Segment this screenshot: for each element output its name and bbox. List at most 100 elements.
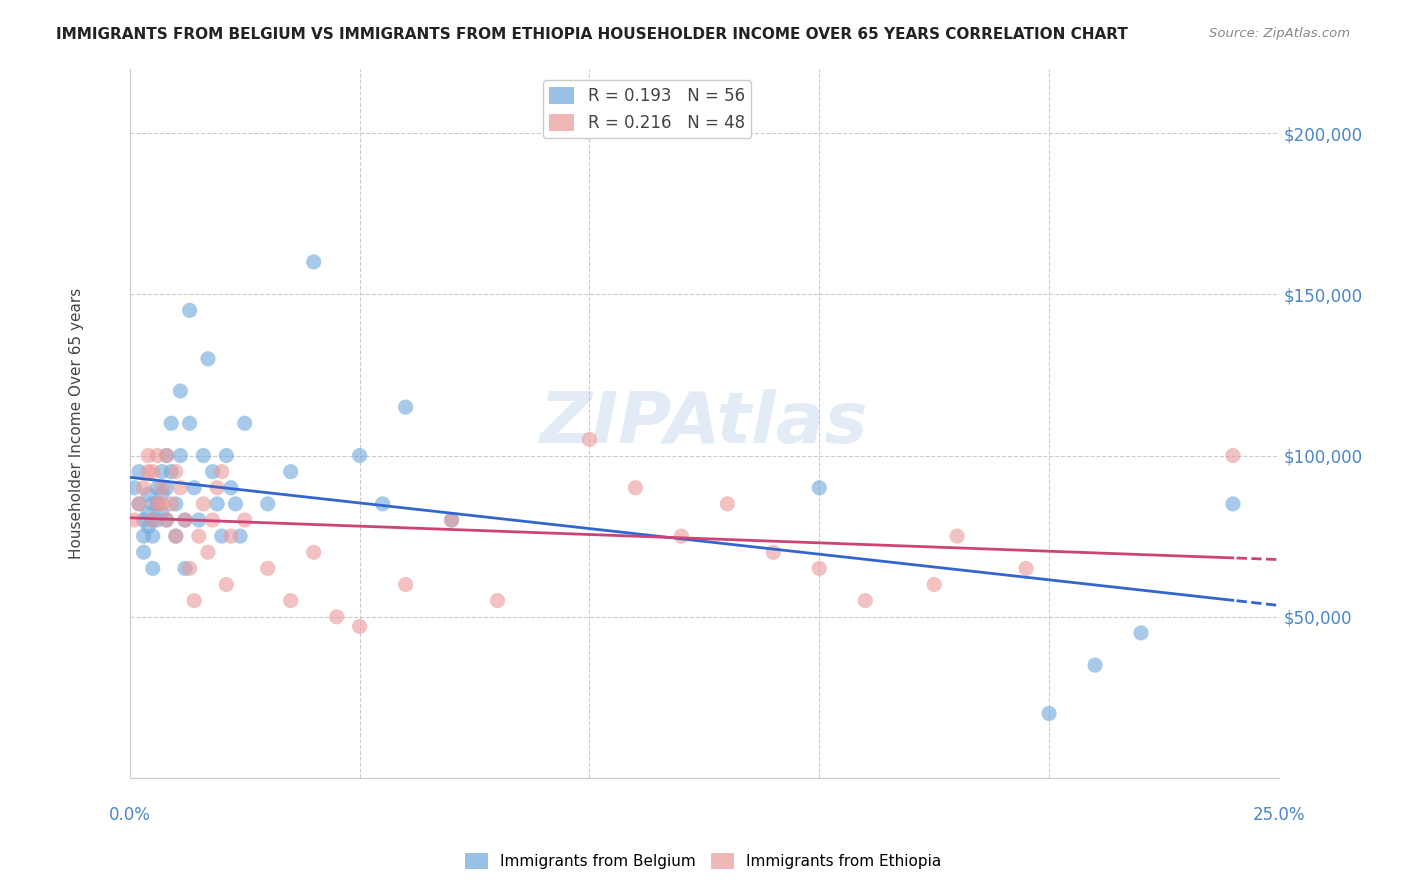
Immigrants from Ethiopia <box>325 609 347 624</box>
Text: IMMIGRANTS FROM BELGIUM VS IMMIGRANTS FROM ETHIOPIA HOUSEHOLDER INCOME OVER 65 Y: IMMIGRANTS FROM BELGIUM VS IMMIGRANTS FR… <box>56 27 1128 42</box>
Immigrants from Belgium <box>146 481 169 495</box>
Immigrants from Belgium <box>1130 626 1153 640</box>
Immigrants from Belgium <box>225 497 247 511</box>
Immigrants from Ethiopia <box>578 433 600 447</box>
Immigrants from Belgium <box>183 481 205 495</box>
Immigrants from Belgium <box>256 497 278 511</box>
Immigrants from Belgium <box>1222 497 1244 511</box>
Immigrants from Ethiopia <box>124 513 146 527</box>
Immigrants from Ethiopia <box>762 545 785 559</box>
Immigrants from Ethiopia <box>808 561 831 575</box>
Immigrants from Belgium <box>1038 706 1060 721</box>
Text: 25.0%: 25.0% <box>1253 806 1305 824</box>
Immigrants from Belgium <box>146 513 169 527</box>
Immigrants from Belgium <box>142 561 165 575</box>
Y-axis label: Householder Income Over 65 years: Householder Income Over 65 years <box>69 287 84 559</box>
Legend: Immigrants from Belgium, Immigrants from Ethiopia: Immigrants from Belgium, Immigrants from… <box>458 847 948 875</box>
Immigrants from Ethiopia <box>132 481 155 495</box>
Immigrants from Belgium <box>205 497 228 511</box>
Immigrants from Ethiopia <box>197 545 219 559</box>
Immigrants from Belgium <box>808 481 831 495</box>
Immigrants from Belgium <box>128 497 150 511</box>
Immigrants from Ethiopia <box>155 449 177 463</box>
Immigrants from Ethiopia <box>1015 561 1038 575</box>
Immigrants from Ethiopia <box>349 619 371 633</box>
Immigrants from Belgium <box>349 449 371 463</box>
Immigrants from Ethiopia <box>136 465 159 479</box>
Immigrants from Ethiopia <box>201 513 224 527</box>
Immigrants from Ethiopia <box>946 529 969 543</box>
Immigrants from Ethiopia <box>205 481 228 495</box>
Immigrants from Belgium <box>280 465 302 479</box>
Immigrants from Ethiopia <box>215 577 238 591</box>
Immigrants from Ethiopia <box>155 513 177 527</box>
Immigrants from Ethiopia <box>169 481 191 495</box>
Immigrants from Belgium <box>160 417 183 431</box>
Immigrants from Belgium <box>219 481 242 495</box>
Immigrants from Belgium <box>211 529 233 543</box>
Immigrants from Ethiopia <box>165 465 187 479</box>
Immigrants from Belgium <box>136 519 159 533</box>
Immigrants from Ethiopia <box>211 465 233 479</box>
Immigrants from Ethiopia <box>146 497 169 511</box>
Immigrants from Belgium <box>155 513 177 527</box>
Immigrants from Ethiopia <box>233 513 256 527</box>
Immigrants from Belgium <box>150 465 173 479</box>
Immigrants from Belgium <box>302 255 325 269</box>
Immigrants from Belgium <box>132 545 155 559</box>
Immigrants from Belgium <box>150 487 173 501</box>
Immigrants from Ethiopia <box>1222 449 1244 463</box>
Immigrants from Belgium <box>229 529 252 543</box>
Immigrants from Belgium <box>136 487 159 501</box>
Immigrants from Ethiopia <box>440 513 463 527</box>
Immigrants from Ethiopia <box>219 529 242 543</box>
Immigrants from Ethiopia <box>486 593 509 607</box>
Text: ZIPAtlas: ZIPAtlas <box>540 389 869 458</box>
Immigrants from Ethiopia <box>280 593 302 607</box>
Immigrants from Belgium <box>174 513 197 527</box>
Immigrants from Belgium <box>124 481 146 495</box>
Immigrants from Belgium <box>215 449 238 463</box>
Immigrants from Belgium <box>142 529 165 543</box>
Immigrants from Belgium <box>160 465 183 479</box>
Immigrants from Belgium <box>165 497 187 511</box>
Immigrants from Ethiopia <box>142 465 165 479</box>
Immigrants from Belgium <box>142 513 165 527</box>
Immigrants from Ethiopia <box>671 529 693 543</box>
Immigrants from Ethiopia <box>302 545 325 559</box>
Immigrants from Ethiopia <box>150 481 173 495</box>
Immigrants from Ethiopia <box>922 577 945 591</box>
Immigrants from Ethiopia <box>394 577 416 591</box>
Immigrants from Belgium <box>187 513 209 527</box>
Immigrants from Ethiopia <box>150 497 173 511</box>
Immigrants from Belgium <box>233 417 256 431</box>
Immigrants from Belgium <box>394 400 416 414</box>
Immigrants from Belgium <box>132 513 155 527</box>
Immigrants from Ethiopia <box>193 497 215 511</box>
Immigrants from Belgium <box>128 465 150 479</box>
Legend: R = 0.193   N = 56, R = 0.216   N = 48: R = 0.193 N = 56, R = 0.216 N = 48 <box>543 80 751 138</box>
Immigrants from Ethiopia <box>624 481 647 495</box>
Immigrants from Ethiopia <box>179 561 201 575</box>
Immigrants from Belgium <box>150 507 173 521</box>
Immigrants from Belgium <box>155 481 177 495</box>
Immigrants from Belgium <box>169 384 191 398</box>
Immigrants from Ethiopia <box>136 449 159 463</box>
Immigrants from Belgium <box>155 449 177 463</box>
Immigrants from Ethiopia <box>128 497 150 511</box>
Immigrants from Belgium <box>193 449 215 463</box>
Immigrants from Ethiopia <box>256 561 278 575</box>
Immigrants from Ethiopia <box>142 513 165 527</box>
Text: 0.0%: 0.0% <box>108 806 150 824</box>
Text: Source: ZipAtlas.com: Source: ZipAtlas.com <box>1209 27 1350 40</box>
Immigrants from Belgium <box>165 529 187 543</box>
Immigrants from Ethiopia <box>165 529 187 543</box>
Immigrants from Belgium <box>179 417 201 431</box>
Immigrants from Belgium <box>142 497 165 511</box>
Immigrants from Belgium <box>1084 658 1107 673</box>
Immigrants from Belgium <box>174 561 197 575</box>
Immigrants from Ethiopia <box>146 449 169 463</box>
Immigrants from Belgium <box>146 497 169 511</box>
Immigrants from Belgium <box>440 513 463 527</box>
Immigrants from Ethiopia <box>716 497 738 511</box>
